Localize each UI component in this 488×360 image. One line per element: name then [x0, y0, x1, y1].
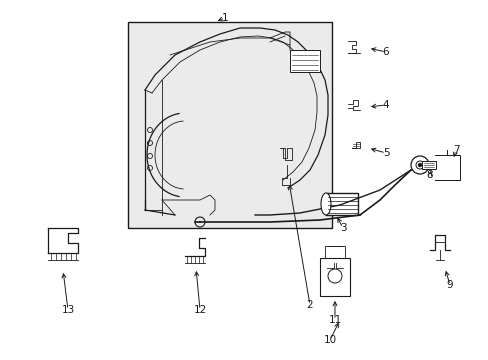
- Text: 10: 10: [323, 335, 336, 345]
- Bar: [421, 161, 435, 169]
- Text: 12: 12: [193, 305, 206, 315]
- Bar: [289, 50, 319, 72]
- Text: 3: 3: [339, 223, 346, 233]
- Text: 13: 13: [61, 305, 75, 315]
- Text: 8: 8: [426, 170, 432, 180]
- Text: 1: 1: [221, 13, 228, 23]
- Bar: [325, 193, 357, 215]
- Text: 2: 2: [306, 300, 313, 310]
- Text: 5: 5: [382, 148, 388, 158]
- Text: 9: 9: [446, 280, 452, 290]
- Circle shape: [418, 163, 421, 166]
- Text: 4: 4: [382, 100, 388, 110]
- Ellipse shape: [320, 193, 330, 215]
- Text: 11: 11: [328, 315, 341, 325]
- Text: 7: 7: [452, 145, 458, 155]
- Bar: [128, 22, 331, 228]
- Bar: [319, 258, 349, 296]
- Text: 6: 6: [382, 47, 388, 57]
